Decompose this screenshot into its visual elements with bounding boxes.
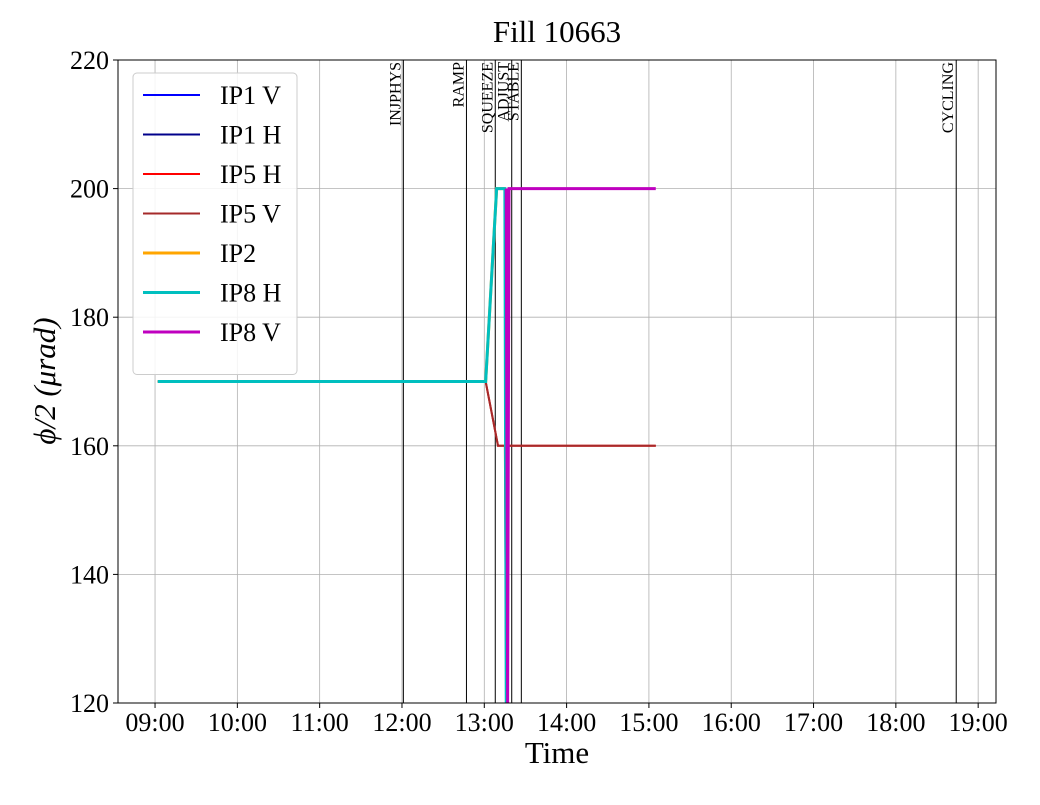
legend-label: IP5 H [220, 160, 282, 189]
x-tick-label: 17:00 [784, 708, 843, 737]
series-line [504, 187, 656, 703]
x-axis-label: Time [525, 735, 589, 770]
mode-label: SQUEEZE [479, 62, 496, 133]
y-tick-label: 200 [70, 175, 109, 204]
mode-label: STABLE [505, 62, 522, 121]
chart-title: Fill 10663 [493, 14, 621, 49]
legend-label: IP1 V [220, 81, 281, 110]
x-tick-label: 09:00 [125, 708, 184, 737]
y-tick-label: 220 [70, 46, 109, 75]
x-tick-label: 15:00 [619, 708, 678, 737]
plot-lines [157, 187, 656, 703]
series-line [157, 380, 656, 703]
x-tick-label: 10:00 [208, 708, 267, 737]
mode-label: ADJUST [496, 62, 513, 122]
y-axis-label: ϕ/2 (μrad) [27, 317, 62, 444]
legend-label: IP8 V [220, 318, 281, 347]
mode-label: INJPHYS [387, 62, 404, 126]
legend-label: IP8 H [220, 279, 282, 308]
x-tick-label: 13:00 [455, 708, 514, 737]
mode-label: RAMP [450, 62, 467, 107]
plot-frame [117, 59, 997, 704]
mode-label: CYCLING [940, 62, 957, 134]
y-tick-label: 140 [70, 560, 109, 589]
x-tick-label: 16:00 [702, 708, 761, 737]
x-tick-label: 11:00 [291, 708, 349, 737]
legend-label: IP2 [220, 239, 256, 268]
y-tick-label: 160 [70, 432, 109, 461]
series-line [157, 380, 656, 447]
x-tick-label: 19:00 [949, 708, 1008, 737]
x-tick-label: 14:00 [537, 708, 596, 737]
legend-label: IP5 V [220, 200, 281, 229]
y-tick-label: 120 [70, 689, 109, 718]
legend-label: IP1 H [220, 121, 282, 150]
y-tick-label: 180 [70, 303, 109, 332]
x-tick-label: 18:00 [866, 708, 925, 737]
legend-box [132, 72, 298, 375]
x-tick-label: 12:00 [372, 708, 431, 737]
